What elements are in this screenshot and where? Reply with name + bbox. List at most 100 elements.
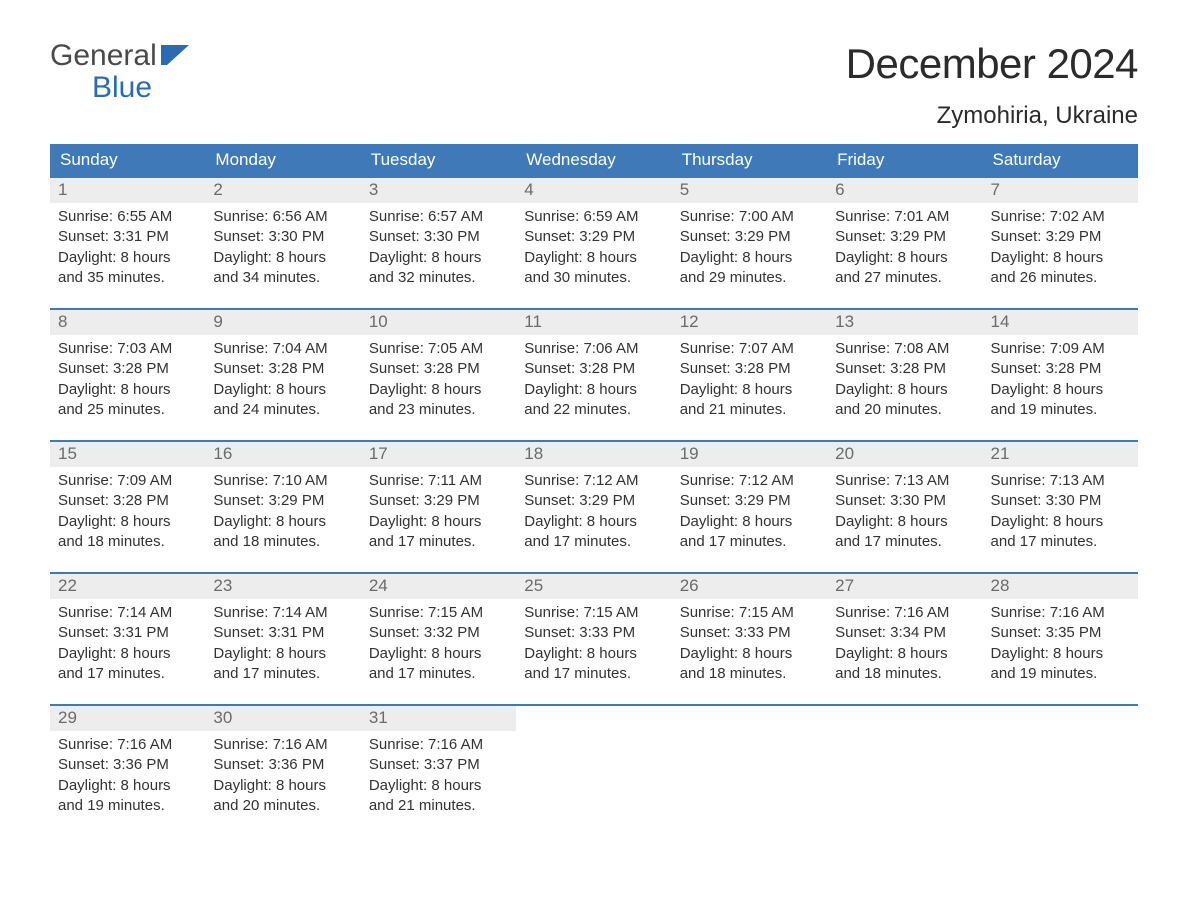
detail-sunrise: Sunrise: 7:06 AM <box>524 339 663 359</box>
day-details: Sunrise: 7:09 AMSunset: 3:28 PMDaylight:… <box>50 467 205 552</box>
detail-dl2: and 32 minutes. <box>369 268 508 288</box>
day-cell: 13Sunrise: 7:08 AMSunset: 3:28 PMDayligh… <box>827 310 982 430</box>
detail-dl1: Daylight: 8 hours <box>991 380 1130 400</box>
detail-dl2: and 17 minutes. <box>369 532 508 552</box>
day-details: Sunrise: 7:15 AMSunset: 3:33 PMDaylight:… <box>672 599 827 684</box>
detail-dl1: Daylight: 8 hours <box>524 512 663 532</box>
logo-top-line: General <box>50 40 189 72</box>
day-header-row: Sunday Monday Tuesday Wednesday Thursday… <box>50 144 1138 176</box>
detail-dl2: and 25 minutes. <box>58 400 197 420</box>
day-number: 3 <box>361 178 516 203</box>
detail-sunrise: Sunrise: 7:15 AM <box>524 603 663 623</box>
day-details: Sunrise: 7:07 AMSunset: 3:28 PMDaylight:… <box>672 335 827 420</box>
day-cell: 29Sunrise: 7:16 AMSunset: 3:36 PMDayligh… <box>50 706 205 826</box>
weeks-container: 1Sunrise: 6:55 AMSunset: 3:31 PMDaylight… <box>50 176 1138 826</box>
day-header-friday: Friday <box>827 144 982 176</box>
day-cell: 11Sunrise: 7:06 AMSunset: 3:28 PMDayligh… <box>516 310 671 430</box>
day-number: 23 <box>205 574 360 599</box>
detail-sunrise: Sunrise: 7:07 AM <box>680 339 819 359</box>
detail-sunset: Sunset: 3:29 PM <box>524 491 663 511</box>
detail-sunset: Sunset: 3:33 PM <box>680 623 819 643</box>
detail-sunset: Sunset: 3:37 PM <box>369 755 508 775</box>
day-cell: 8Sunrise: 7:03 AMSunset: 3:28 PMDaylight… <box>50 310 205 430</box>
detail-sunrise: Sunrise: 6:55 AM <box>58 207 197 227</box>
detail-sunrise: Sunrise: 6:56 AM <box>213 207 352 227</box>
day-cell: 10Sunrise: 7:05 AMSunset: 3:28 PMDayligh… <box>361 310 516 430</box>
day-cell: 6Sunrise: 7:01 AMSunset: 3:29 PMDaylight… <box>827 178 982 298</box>
day-number: 14 <box>983 310 1138 335</box>
header-row: General Blue December 2024 Zymohiria, Uk… <box>50 40 1138 138</box>
detail-sunrise: Sunrise: 7:16 AM <box>835 603 974 623</box>
day-cell: 26Sunrise: 7:15 AMSunset: 3:33 PMDayligh… <box>672 574 827 694</box>
day-number: 15 <box>50 442 205 467</box>
day-number: 28 <box>983 574 1138 599</box>
detail-sunset: Sunset: 3:29 PM <box>835 227 974 247</box>
day-number: 12 <box>672 310 827 335</box>
detail-dl1: Daylight: 8 hours <box>58 776 197 796</box>
day-number: 26 <box>672 574 827 599</box>
detail-dl2: and 20 minutes. <box>835 400 974 420</box>
day-number: 20 <box>827 442 982 467</box>
day-number: 17 <box>361 442 516 467</box>
detail-sunset: Sunset: 3:36 PM <box>58 755 197 775</box>
day-cell: 18Sunrise: 7:12 AMSunset: 3:29 PMDayligh… <box>516 442 671 562</box>
day-number: 16 <box>205 442 360 467</box>
detail-sunset: Sunset: 3:31 PM <box>58 227 197 247</box>
detail-dl1: Daylight: 8 hours <box>58 380 197 400</box>
day-number: 18 <box>516 442 671 467</box>
detail-sunrise: Sunrise: 7:13 AM <box>991 471 1130 491</box>
day-cell: 14Sunrise: 7:09 AMSunset: 3:28 PMDayligh… <box>983 310 1138 430</box>
detail-sunrise: Sunrise: 7:16 AM <box>58 735 197 755</box>
day-details: Sunrise: 7:08 AMSunset: 3:28 PMDaylight:… <box>827 335 982 420</box>
day-cell <box>516 706 671 826</box>
detail-sunset: Sunset: 3:30 PM <box>835 491 974 511</box>
detail-sunset: Sunset: 3:29 PM <box>369 491 508 511</box>
flag-icon <box>161 40 189 72</box>
detail-dl1: Daylight: 8 hours <box>58 512 197 532</box>
detail-sunrise: Sunrise: 7:01 AM <box>835 207 974 227</box>
detail-dl2: and 18 minutes. <box>835 664 974 684</box>
day-details: Sunrise: 7:06 AMSunset: 3:28 PMDaylight:… <box>516 335 671 420</box>
day-cell: 21Sunrise: 7:13 AMSunset: 3:30 PMDayligh… <box>983 442 1138 562</box>
detail-dl1: Daylight: 8 hours <box>991 248 1130 268</box>
detail-dl1: Daylight: 8 hours <box>58 248 197 268</box>
day-cell: 31Sunrise: 7:16 AMSunset: 3:37 PMDayligh… <box>361 706 516 826</box>
day-details: Sunrise: 7:10 AMSunset: 3:29 PMDaylight:… <box>205 467 360 552</box>
detail-sunset: Sunset: 3:31 PM <box>213 623 352 643</box>
detail-dl1: Daylight: 8 hours <box>680 644 819 664</box>
detail-dl1: Daylight: 8 hours <box>835 380 974 400</box>
detail-dl1: Daylight: 8 hours <box>680 380 819 400</box>
detail-dl1: Daylight: 8 hours <box>369 512 508 532</box>
day-number: 11 <box>516 310 671 335</box>
day-cell: 27Sunrise: 7:16 AMSunset: 3:34 PMDayligh… <box>827 574 982 694</box>
detail-dl2: and 29 minutes. <box>680 268 819 288</box>
day-details: Sunrise: 7:13 AMSunset: 3:30 PMDaylight:… <box>827 467 982 552</box>
detail-sunrise: Sunrise: 7:13 AM <box>835 471 974 491</box>
day-cell: 5Sunrise: 7:00 AMSunset: 3:29 PMDaylight… <box>672 178 827 298</box>
day-cell: 7Sunrise: 7:02 AMSunset: 3:29 PMDaylight… <box>983 178 1138 298</box>
detail-sunset: Sunset: 3:28 PM <box>58 359 197 379</box>
detail-sunset: Sunset: 3:28 PM <box>991 359 1130 379</box>
detail-dl2: and 21 minutes. <box>369 796 508 816</box>
detail-dl2: and 19 minutes. <box>58 796 197 816</box>
detail-dl1: Daylight: 8 hours <box>213 380 352 400</box>
detail-sunset: Sunset: 3:34 PM <box>835 623 974 643</box>
detail-dl2: and 17 minutes. <box>58 664 197 684</box>
day-cell <box>827 706 982 826</box>
day-details: Sunrise: 7:15 AMSunset: 3:33 PMDaylight:… <box>516 599 671 684</box>
logo-word-blue: Blue <box>50 72 189 104</box>
detail-sunrise: Sunrise: 7:00 AM <box>680 207 819 227</box>
day-details: Sunrise: 7:16 AMSunset: 3:37 PMDaylight:… <box>361 731 516 816</box>
day-cell: 3Sunrise: 6:57 AMSunset: 3:30 PMDaylight… <box>361 178 516 298</box>
detail-sunrise: Sunrise: 7:02 AM <box>991 207 1130 227</box>
detail-dl1: Daylight: 8 hours <box>524 644 663 664</box>
detail-dl1: Daylight: 8 hours <box>524 380 663 400</box>
day-number: 27 <box>827 574 982 599</box>
day-details: Sunrise: 7:16 AMSunset: 3:34 PMDaylight:… <box>827 599 982 684</box>
day-details: Sunrise: 7:11 AMSunset: 3:29 PMDaylight:… <box>361 467 516 552</box>
detail-dl1: Daylight: 8 hours <box>369 248 508 268</box>
detail-sunset: Sunset: 3:33 PM <box>524 623 663 643</box>
day-cell: 16Sunrise: 7:10 AMSunset: 3:29 PMDayligh… <box>205 442 360 562</box>
week-row: 8Sunrise: 7:03 AMSunset: 3:28 PMDaylight… <box>50 308 1138 430</box>
detail-dl1: Daylight: 8 hours <box>213 248 352 268</box>
